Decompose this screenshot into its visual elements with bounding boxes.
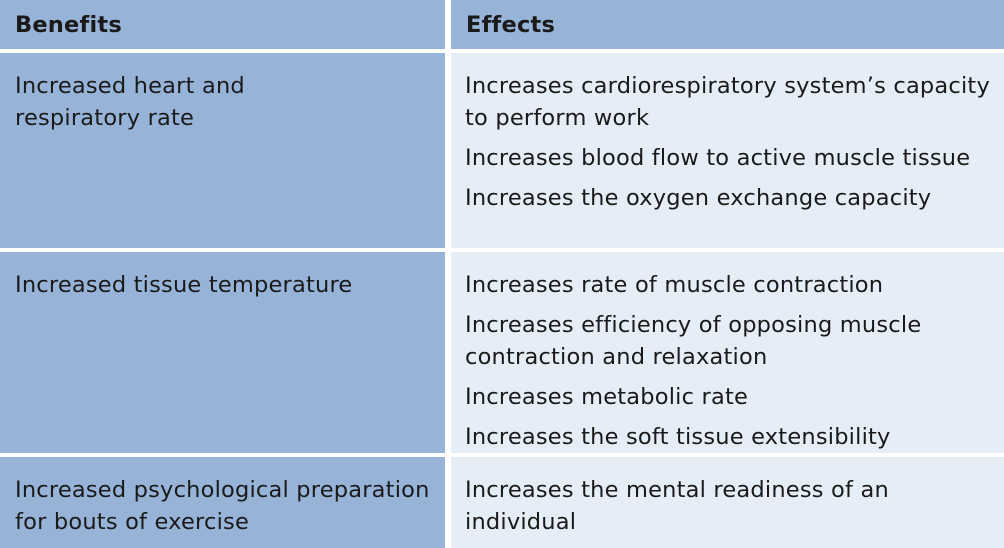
row-2-effect-1: Increases rate of muscle contraction xyxy=(465,272,884,298)
row-1-effect-3: Increases the oxygen exchange capacity xyxy=(465,185,932,211)
header-effects: Effects xyxy=(451,0,1004,49)
row-2-effect-2: Increases efficiency of opposing muscle … xyxy=(465,312,922,370)
row-1-effect-2: Increases blood flow to active muscle ti… xyxy=(465,145,971,171)
row-1-effect-1: Increases cardiorespiratory system’s cap… xyxy=(465,73,990,131)
row-1-effects: Increases cardiorespiratory system’s cap… xyxy=(451,53,1004,248)
row-1-benefit: Increased heart and respiratory rate xyxy=(0,53,445,248)
row-2-effect-4: Increases the soft tissue extensibility xyxy=(465,424,891,450)
row-3-benefit: Increased psychological preparation for … xyxy=(0,457,445,548)
header-benefits: Benefits xyxy=(0,0,445,49)
row-2-effect-3: Increases metabolic rate xyxy=(465,384,749,410)
row-3-effects: Increases the mental readiness of an ind… xyxy=(451,457,1004,548)
row-2-benefit: Increased tissue temperature xyxy=(0,252,445,453)
row-3-effect-1: Increases the mental readiness of an ind… xyxy=(465,477,889,535)
row-2-effects: Increases rate of muscle contraction Inc… xyxy=(451,252,1004,453)
